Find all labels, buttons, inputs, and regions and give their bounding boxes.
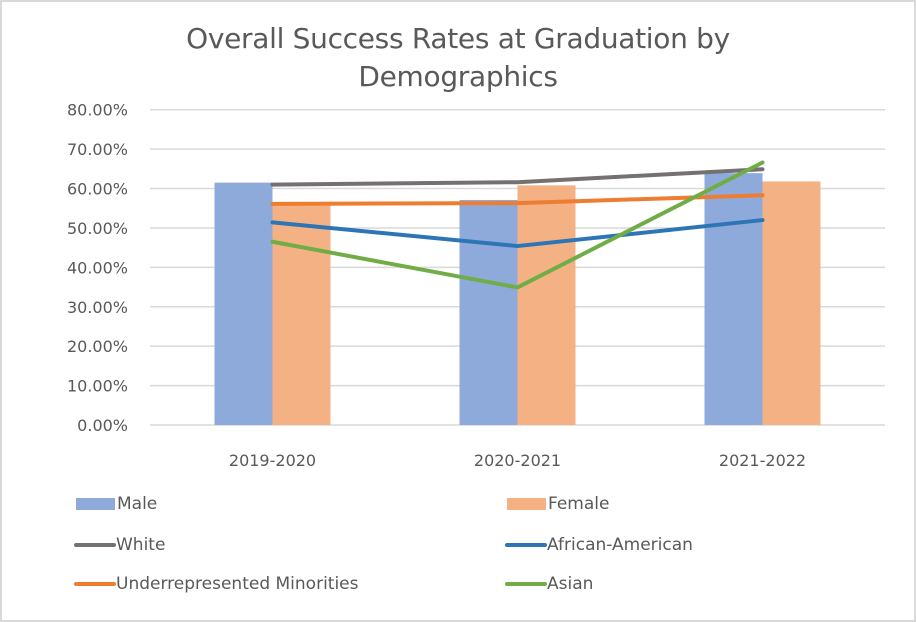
legend-label-african-american: African-American [547, 535, 693, 555]
chart-title-line-1: Overall Success Rates at Graduation by [186, 22, 730, 55]
y-tick-label: 20.00% [67, 337, 128, 356]
y-tick-label: 80.00% [67, 101, 128, 120]
chart-title: Overall Success Rates at Graduation by D… [0, 20, 916, 96]
legend-swatch-male [76, 498, 115, 510]
legend-label-underrepresented-minorities: Underrepresented Minorities [116, 574, 359, 594]
legend-label-white: White [116, 535, 166, 555]
legend-label-male: Male [117, 494, 158, 514]
bar-female-2019-2020 [272, 205, 331, 425]
y-tick-label: 10.00% [67, 377, 128, 396]
legend-item-white[interactable]: White [74, 533, 165, 557]
bar-female-2020-2021 [517, 185, 576, 425]
legend-label-female: Female [548, 494, 610, 514]
legend-swatch-white [74, 543, 116, 547]
y-tick-label: 30.00% [67, 298, 128, 317]
lines [270, 160, 765, 290]
legend-swatch-african-american [505, 543, 547, 547]
y-tick-label: 0.00% [77, 416, 128, 435]
legend-swatch-asian [505, 582, 547, 586]
bar-male-2021-2022 [704, 173, 763, 425]
legend-swatch-female [507, 498, 546, 510]
legend-item-asian[interactable]: Asian [505, 572, 593, 596]
legend-item-female[interactable]: Female [507, 492, 609, 516]
legend-label-asian: Asian [547, 574, 594, 594]
legend-item-underrepresented-minorities[interactable]: Underrepresented Minorities [74, 572, 359, 596]
legend-swatch-underrepresented-minorities [74, 582, 116, 586]
y-axis-tick-labels: 0.00% 10.00% 20.00% 30.00% 40.00% 50.00% 60.00… [67, 101, 128, 435]
bar-male-2019-2020 [214, 182, 273, 425]
bars [214, 173, 821, 425]
x-tick-label: 2019-2020 [229, 451, 316, 470]
y-tick-label: 70.00% [67, 140, 128, 159]
y-tick-label: 40.00% [67, 258, 128, 277]
y-tick-label: 50.00% [67, 219, 128, 238]
x-axis-tick-labels: 2019-2020 2020-2021 2021-2022 [229, 451, 806, 470]
bar-male-2020-2021 [459, 199, 518, 425]
legend-item-african-american[interactable]: African-American [505, 533, 693, 557]
bar-female-2021-2022 [762, 181, 821, 425]
y-tick-label: 60.00% [67, 180, 128, 199]
x-tick-label: 2021-2022 [719, 451, 806, 470]
x-tick-label: 2020-2021 [474, 451, 561, 470]
chart-title-line-2: Demographics [358, 60, 558, 93]
legend-item-male[interactable]: Male [76, 492, 157, 516]
